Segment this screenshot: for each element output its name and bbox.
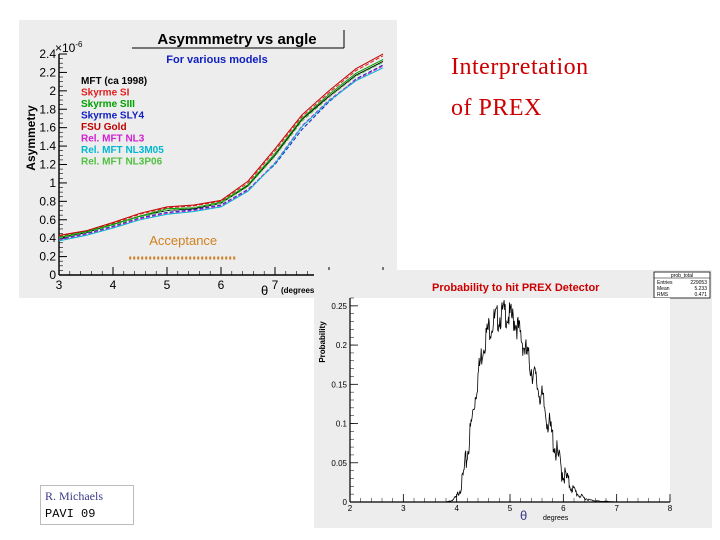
x-tick-label: 6	[218, 278, 225, 292]
series-line	[58, 61, 384, 239]
series-line	[58, 64, 384, 240]
histogram-line	[445, 299, 617, 503]
series-line	[58, 65, 384, 241]
y-tick-label: 1.2	[39, 158, 56, 172]
asymmetry-chart-panel: Asymmmetry vs angle For various models ×…	[19, 20, 397, 298]
stats-box-frame	[653, 271, 711, 299]
legend-entry: FSU Gold	[81, 122, 127, 133]
y-tick-label: 0.2	[39, 250, 56, 264]
x-tick-label: 4	[454, 504, 459, 513]
x-tick-label: 7	[614, 504, 619, 513]
series-line	[58, 53, 384, 236]
conference-name: PAVI 09	[45, 507, 96, 521]
y-tick-label: 0	[343, 498, 348, 507]
y-tick-label: 2.2	[39, 65, 56, 79]
y-scale-label: ×10-6	[55, 40, 83, 55]
x-tick-label: 2	[348, 504, 353, 513]
asymmetry-plot-area: 00.20.40.60.811.21.41.61.822.22.43456789…	[39, 47, 386, 292]
asym-subtitle: For various models	[166, 54, 267, 66]
y-tick-label: 0.6	[39, 213, 56, 227]
y-tick-label: 0.1	[336, 420, 348, 429]
legend-entry: MFT (ca 1998)	[81, 76, 147, 87]
y-tick-label: 1.8	[39, 102, 56, 116]
asym-title: Asymmmetry vs angle	[157, 31, 316, 48]
y-tick-label: 0.2	[336, 341, 348, 350]
plot-background	[350, 298, 670, 502]
x-tick-label: 5	[164, 278, 171, 292]
x-tick-label: 3	[56, 278, 63, 292]
x-tick-label: 5	[508, 504, 513, 513]
x-tick-label: 8	[668, 504, 673, 513]
y-tick-label: 0.25	[331, 302, 347, 311]
legend-entry: Skyrme SLY4	[81, 111, 144, 122]
series-line	[58, 59, 384, 238]
stats-mean-value: 5.233	[694, 286, 707, 292]
x-tick-label: 6	[561, 504, 566, 513]
probability-chart-panel: Probability to hit PREX Detector prob_to…	[314, 270, 712, 528]
acceptance-label: Acceptance	[149, 233, 217, 248]
prob-ylabel: Probability	[318, 321, 327, 363]
y-tick-label: 0.15	[331, 380, 347, 389]
prob-title: Probability to hit PREX Detector	[432, 282, 600, 294]
y-tick-label: 1.4	[39, 139, 56, 153]
x-tick-label: 3	[401, 504, 406, 513]
series-line	[58, 55, 384, 237]
stats-box-title: prob_total	[671, 273, 693, 279]
x-tick-label: 7	[272, 278, 279, 292]
y-tick-label: 0.05	[331, 459, 347, 468]
stats-box: prob_total Entries 229053 Mean 5.233 RMS…	[653, 271, 711, 299]
x-tick-label: 4	[110, 278, 117, 292]
prob-xlabel: θ	[520, 508, 527, 523]
y-tick-label: 0	[49, 268, 56, 282]
asym-xlabel-unit: (degrees)	[281, 286, 317, 295]
slide-title-line1: Interpretation	[451, 54, 589, 80]
legend-entry: Rel. MFT NL3	[81, 134, 145, 145]
legend-entry: Skyrme SIII	[81, 99, 135, 110]
y-tick-label: 0.8	[39, 194, 56, 208]
asym-ylabel: Asymmetry	[24, 105, 38, 171]
author-credit-box: R. Michaels PAVI 09	[40, 485, 134, 525]
stats-rms-value: 0.471	[694, 292, 707, 298]
y-tick-label: 0.4	[39, 231, 56, 245]
probability-chart: Probability to hit PREX Detector prob_to…	[318, 271, 711, 523]
series-line	[58, 67, 384, 242]
asymmetry-chart: Asymmmetry vs angle For various models ×…	[24, 30, 387, 298]
y-tick-label: 2	[49, 84, 56, 98]
stats-rms-label: RMS	[657, 292, 669, 298]
y-tick-label: 1	[49, 176, 56, 190]
stats-entries-label: Entries	[657, 280, 673, 286]
prob-xlabel-unit: degrees	[543, 515, 569, 522]
legend-entry: Rel. MFT NL3P06	[81, 157, 163, 168]
author-name: R. Michaels	[45, 489, 103, 503]
legend-entry: Skyrme SI	[81, 88, 130, 99]
slide-title-line2: of PREX	[451, 95, 542, 121]
asym-xlabel: θ	[261, 283, 268, 298]
y-tick-label: 2.4	[39, 47, 56, 61]
stats-mean-label: Mean	[657, 286, 670, 292]
probability-plot-area: 0 0.05 0.1 0.15 0.2 0.25 2 3 4 5 6 7 8	[331, 297, 673, 513]
stats-entries-value: 229053	[690, 280, 707, 286]
legend-entry: Rel. MFT NL3M05	[81, 145, 164, 156]
y-tick-label: 1.6	[39, 121, 56, 135]
